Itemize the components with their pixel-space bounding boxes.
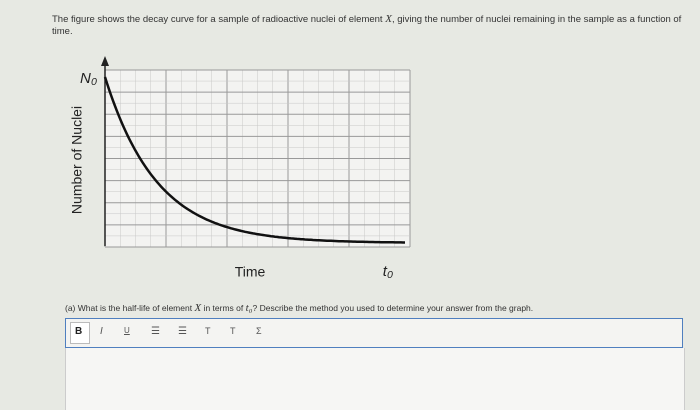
y-marker: N₀ xyxy=(80,70,97,87)
superscript-button[interactable]: T xyxy=(205,326,211,336)
part-a-text: in terms of xyxy=(201,303,246,313)
part-a-variable: X xyxy=(194,302,202,314)
question-text: The figure shows the decay curve for a s… xyxy=(52,14,386,25)
unordered-list-button[interactable]: ☰ xyxy=(178,326,187,337)
answer-area[interactable] xyxy=(65,348,685,410)
part-a-text: (a) What is the half-life of element xyxy=(65,303,195,313)
bold-button[interactable]: B xyxy=(75,326,83,337)
equation-button[interactable]: Σ xyxy=(256,326,262,336)
ordered-list-button[interactable]: ☰ xyxy=(151,326,160,337)
subscript-button[interactable]: T xyxy=(230,326,236,336)
part-a: (a) What is the half-life of element X i… xyxy=(65,302,533,314)
part-a-symbol: t₀ xyxy=(245,302,253,314)
x-marker: t₀ xyxy=(383,263,394,280)
question: The figure shows the decay curve for a s… xyxy=(52,13,692,38)
part-a-text: ? Describe the method you used to determ… xyxy=(252,303,534,313)
x-axis-label: Time xyxy=(235,264,266,280)
question-text: , giving the number of nuclei remaining … xyxy=(52,14,682,37)
bold-frame xyxy=(70,322,90,344)
axis-arrow xyxy=(101,56,109,66)
grid xyxy=(104,69,411,248)
figure: Number of Nuclei N₀ Time t₀ xyxy=(69,56,411,280)
italic-button[interactable]: I xyxy=(100,326,103,337)
question-variable: X xyxy=(385,13,392,25)
y-axis-label: Number of Nuclei xyxy=(69,106,85,214)
underline-button[interactable]: U xyxy=(124,326,130,335)
editor-toolbar: B I U ☰ ☰ T T Σ xyxy=(65,318,683,348)
decay-curve xyxy=(103,76,405,244)
